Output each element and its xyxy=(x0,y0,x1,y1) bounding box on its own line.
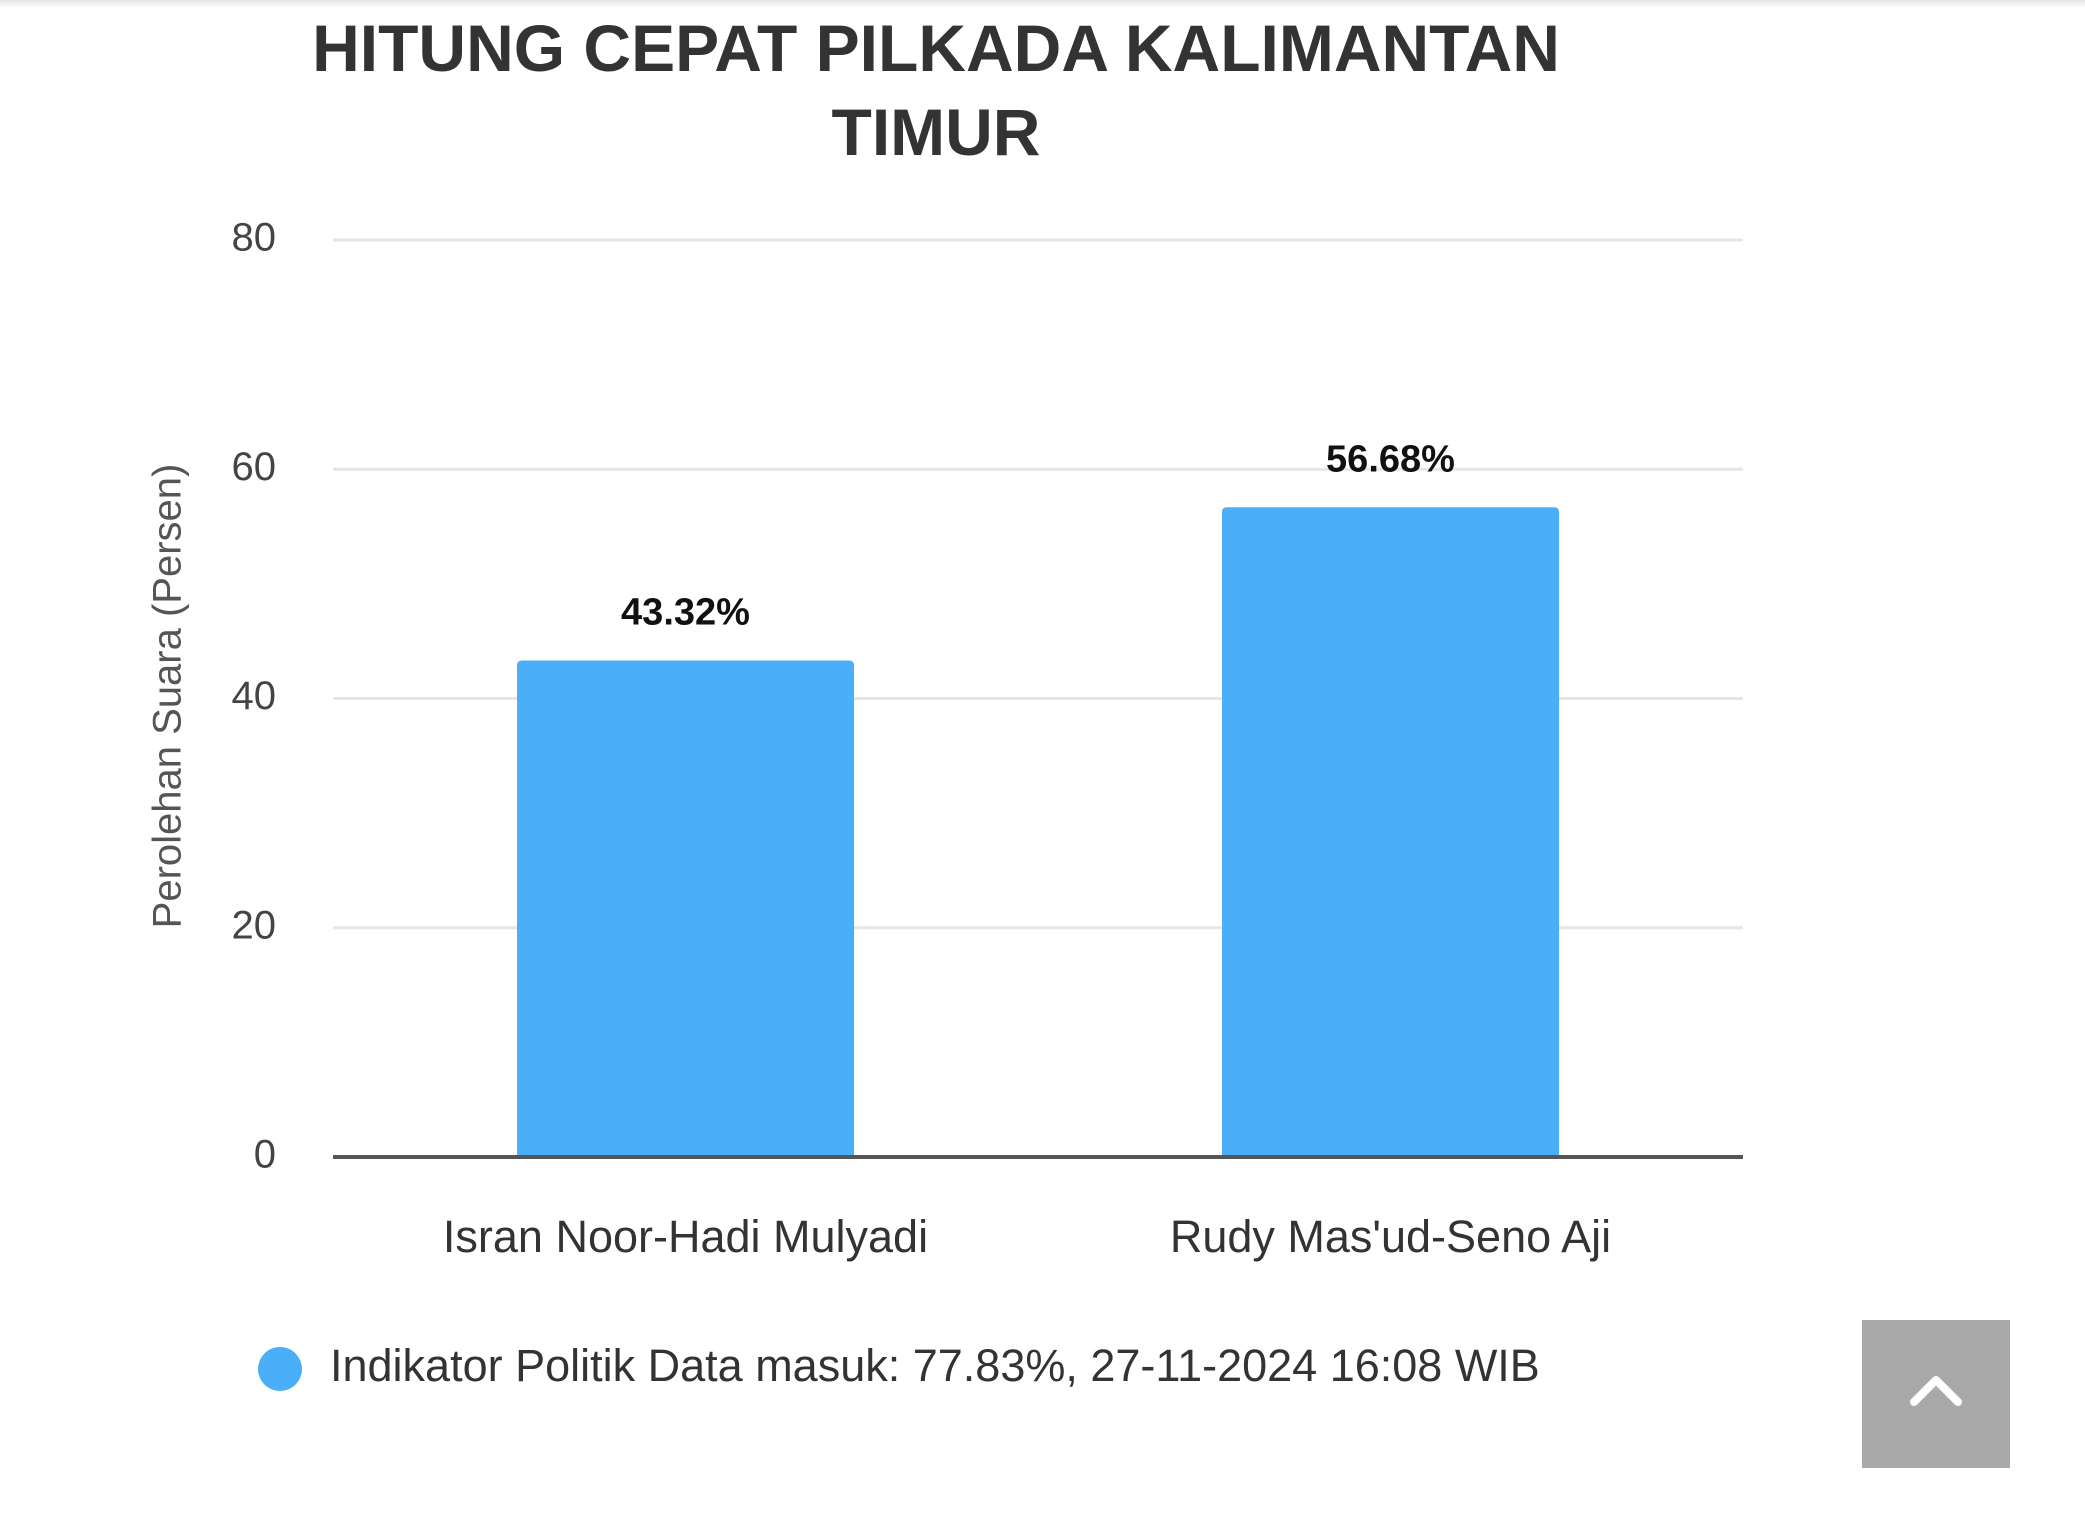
chart-title: HITUNG CEPAT PILKADA KALIMANTAN TIMUR xyxy=(312,11,1560,169)
top-edge xyxy=(0,0,2085,8)
value-label: 56.68% xyxy=(1326,438,1455,480)
x-tick-label: Rudy Mas'ud-Seno Aji xyxy=(1170,1211,1611,1262)
legend-marker xyxy=(258,1347,302,1391)
y-tick-label: 80 xyxy=(232,216,277,260)
chevron-up-icon xyxy=(1910,1376,1962,1406)
y-tick-label: 60 xyxy=(232,445,277,489)
legend-label: Indikator Politik Data masuk: 77.83%, 27… xyxy=(330,1340,1540,1391)
y-tick-label: 20 xyxy=(232,903,277,947)
y-tick-label: 0 xyxy=(254,1133,276,1177)
x-tick-label: Isran Noor-Hadi Mulyadi xyxy=(443,1211,928,1262)
y-axis-label: Perolehan Suara (Persen) xyxy=(146,464,190,929)
value-label: 43.32% xyxy=(621,591,750,633)
scroll-to-top-button[interactable] xyxy=(1862,1320,2010,1468)
y-tick-label: 40 xyxy=(232,674,277,718)
bar xyxy=(1222,507,1559,1157)
bar xyxy=(517,660,854,1157)
